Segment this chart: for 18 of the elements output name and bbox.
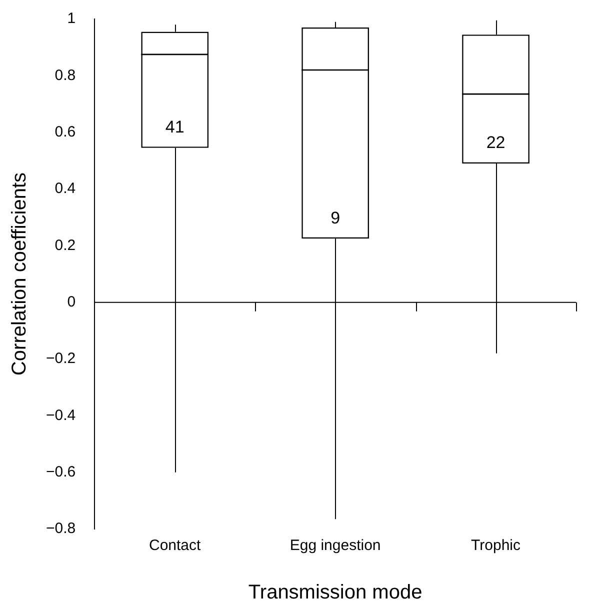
x-tick-label: Egg ingestion [290,537,381,554]
y-tick-label: −0.4 [46,406,76,424]
y-tick-label: 0.6 [54,123,76,140]
y-tick-label: 0 [67,293,76,310]
annotation: 41 [165,118,184,137]
annotation: 22 [486,133,506,152]
x-tick-label: Trophic [471,537,521,554]
y-tick-label: −0.8 [46,520,76,538]
y-tick-label: 0.2 [54,236,76,254]
y-tick-label: 0.8 [54,66,76,84]
annotation: 9 [330,208,340,228]
y-tick-label: 0.4 [54,180,76,198]
x-axis-title: Transmission mode [248,582,422,604]
y-axis-title: Correlation coefficients [8,172,31,376]
y-tick-label: 1 [67,10,76,28]
y-tick-label: −0.2 [46,350,76,368]
x-tick-label: Contact [148,537,202,554]
y-tick-label: −0.6 [46,463,76,480]
